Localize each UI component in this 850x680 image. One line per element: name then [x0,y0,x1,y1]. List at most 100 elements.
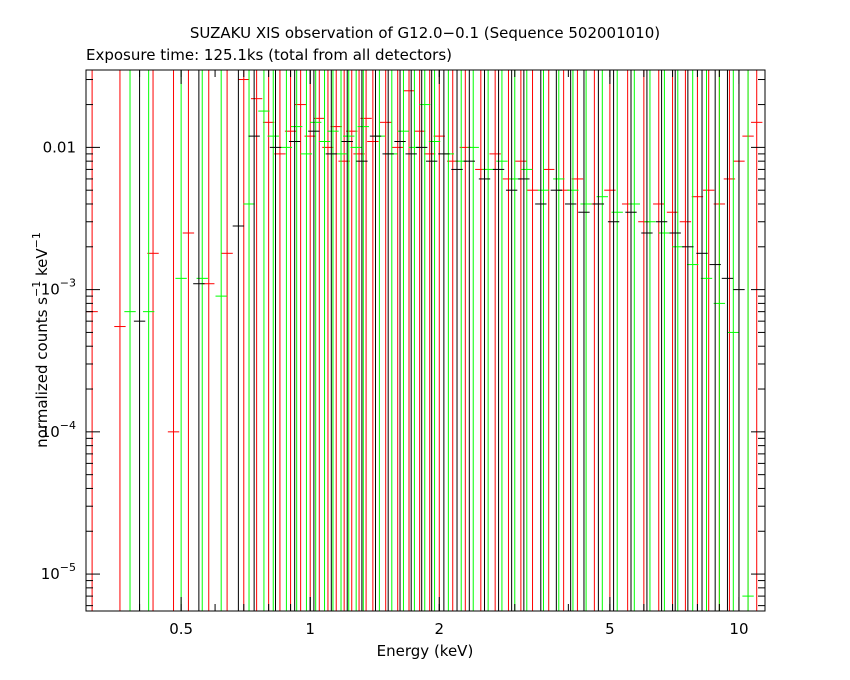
data-point [215,70,227,611]
data-point [700,70,713,611]
y-tick-label: 10−4 [41,419,76,441]
data-point [86,70,98,611]
data-point [580,70,592,611]
data-point [335,70,347,611]
data-point [691,70,704,611]
data-point [521,70,533,611]
data-point [496,70,508,611]
data-point [196,70,208,611]
data-point [142,70,155,611]
data-point [625,70,637,611]
data-point [124,70,136,611]
x-tick-label: 5 [605,620,615,638]
data-point [300,70,313,611]
y-axis-label-base: normalized counts s [33,297,51,448]
data-point [221,70,233,611]
y-axis-label-exp1: −1 [30,281,43,297]
data-point [330,70,342,611]
data-point [509,70,521,611]
data-point [408,70,421,611]
data-point [502,70,515,611]
x-tick-label: 0.5 [169,620,193,638]
data-point [578,70,590,611]
data-point [489,70,501,611]
data-point [238,70,250,611]
data-point [682,70,694,611]
data-point [338,70,350,611]
data-point [325,70,337,611]
x-tick-label: 1 [305,620,315,638]
data-point [526,70,539,611]
data-point [515,70,527,611]
data-point [703,70,715,611]
data-point [638,70,650,611]
data-point [666,70,679,611]
data-point [687,70,699,611]
axis-ticks: 0.5 1 2 5 10 0.01 10−3 10−4 10−5 [41,70,765,638]
data-point [269,70,282,611]
data-point [250,70,263,611]
data-point [413,70,426,611]
data-points-layer [86,70,763,611]
data-point [232,70,245,611]
data-point [628,70,640,611]
data-point [394,70,406,611]
series-1 [124,70,754,611]
data-point [451,70,463,611]
data-point [518,70,530,611]
data-point [564,70,577,611]
data-point [550,70,563,611]
data-point [419,70,431,611]
data-point [193,70,205,611]
data-point [721,70,734,611]
data-point [607,70,620,611]
data-point [322,70,334,611]
data-point [727,70,739,611]
data-point [397,70,410,611]
data-point [463,70,475,611]
data-point [537,70,550,611]
data-point [428,70,441,611]
data-point [505,70,518,611]
data-point [262,70,275,611]
data-point [403,70,415,611]
data-point [433,70,445,611]
data-point [696,70,708,611]
data-point [679,70,692,611]
y-axis-label: normalized counts s−1 keV−1 [30,232,51,448]
data-point [175,70,187,611]
data-point [535,70,547,611]
data-point [553,70,565,611]
data-point [621,70,634,611]
data-point [655,70,668,611]
y-tick-label: 0.01 [43,138,76,156]
chart-title: SUZAKU XIS observation of G12.0−0.1 (Seq… [190,24,660,42]
chart-subtitle: Exposure time: 125.1ks (total from all d… [86,46,452,64]
data-point [346,70,358,611]
data-point [369,70,382,611]
data-point [133,70,146,611]
data-point [310,70,322,611]
data-point [356,70,368,611]
data-point [343,70,355,611]
data-point [382,70,394,611]
data-point [733,70,745,611]
x-axis-label: Energy (keV) [377,642,474,660]
data-point [274,70,286,611]
data-point [672,70,684,611]
data-point [416,70,428,611]
data-point [478,70,491,611]
data-point [543,70,555,611]
y-axis-label-mid: keV [33,248,51,281]
data-point [751,70,763,611]
data-point [280,70,293,611]
data-point [350,70,362,611]
data-point [653,70,665,611]
data-point [742,70,754,611]
data-point [380,70,392,611]
data-point [167,70,180,611]
data-point [367,70,379,611]
data-point [438,70,450,611]
data-point [571,70,584,611]
